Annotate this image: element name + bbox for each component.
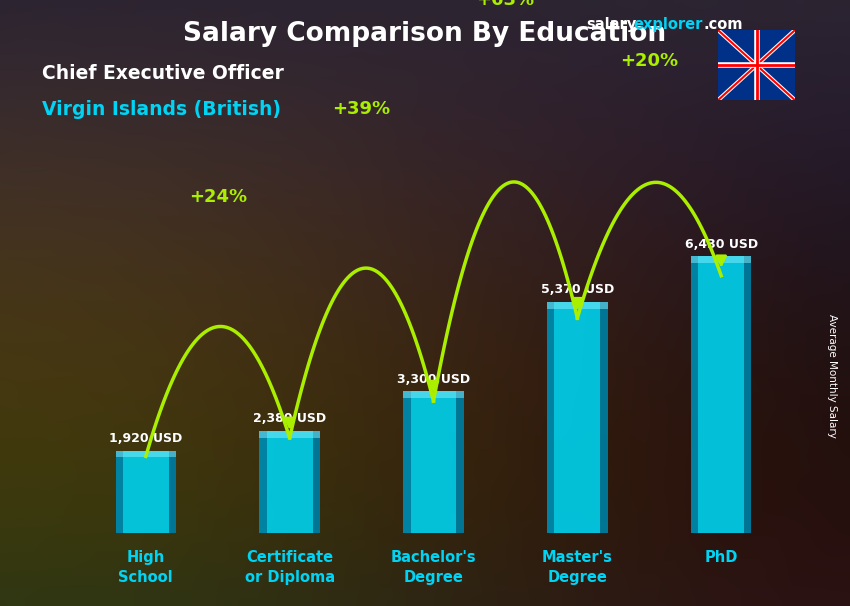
Bar xyxy=(169,450,176,533)
Bar xyxy=(403,391,464,398)
Text: 6,430 USD: 6,430 USD xyxy=(684,238,757,251)
Text: Average Monthly Salary: Average Monthly Salary xyxy=(827,314,837,438)
Text: Salary Comparison By Education: Salary Comparison By Education xyxy=(184,21,666,47)
Text: Virgin Islands (British): Virgin Islands (British) xyxy=(42,100,281,119)
Text: salary: salary xyxy=(586,17,637,32)
Text: +24%: +24% xyxy=(189,188,246,206)
Text: +20%: +20% xyxy=(620,52,678,70)
Text: 2,380 USD: 2,380 USD xyxy=(253,412,326,425)
Text: +63%: +63% xyxy=(476,0,535,9)
Text: Chief Executive Officer: Chief Executive Officer xyxy=(42,64,285,82)
Bar xyxy=(600,302,608,533)
Text: +39%: +39% xyxy=(332,100,391,118)
Bar xyxy=(691,256,751,263)
Bar xyxy=(116,450,123,533)
Bar xyxy=(259,431,267,533)
Bar xyxy=(744,256,751,533)
Text: explorer: explorer xyxy=(633,17,703,32)
Bar xyxy=(259,431,320,438)
Bar xyxy=(456,391,464,533)
Text: 1,920 USD: 1,920 USD xyxy=(109,432,183,445)
Bar xyxy=(313,431,320,533)
Bar xyxy=(403,391,464,533)
Text: 5,370 USD: 5,370 USD xyxy=(541,284,614,296)
Text: .com: .com xyxy=(704,17,743,32)
Bar xyxy=(691,256,698,533)
Bar xyxy=(547,302,608,533)
Bar xyxy=(547,302,554,533)
Bar xyxy=(403,391,411,533)
Bar xyxy=(259,431,320,533)
Bar xyxy=(691,256,751,533)
Text: 3,300 USD: 3,300 USD xyxy=(397,373,470,385)
Bar xyxy=(116,450,176,458)
Bar xyxy=(547,302,608,309)
Bar xyxy=(116,450,176,533)
